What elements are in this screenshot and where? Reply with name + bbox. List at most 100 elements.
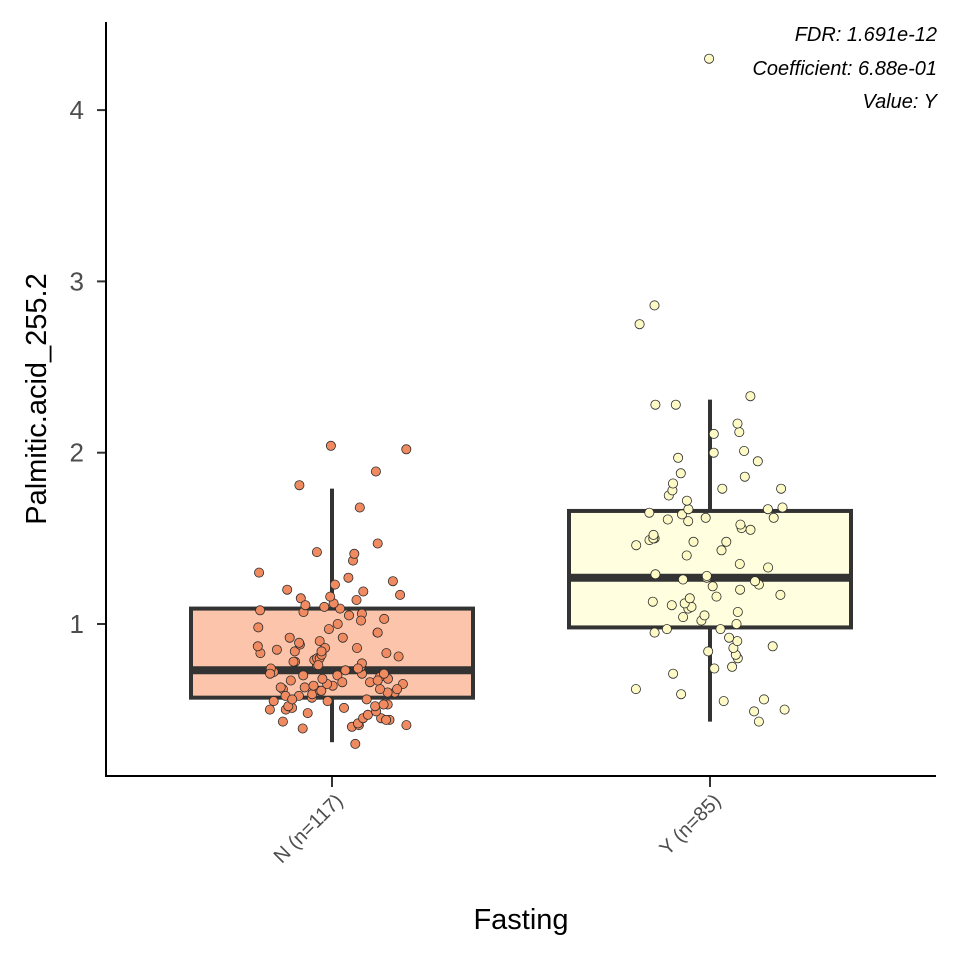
data-point — [749, 706, 760, 717]
box-fills — [191, 510, 851, 698]
data-point — [332, 670, 343, 681]
data-point — [372, 675, 383, 686]
annotation-coefficient: Coefficient: 6.88e-01 — [752, 58, 937, 80]
data-point — [711, 591, 722, 602]
data-point — [752, 456, 763, 467]
x-axis-title: Fasting — [473, 904, 568, 936]
data-point — [381, 648, 392, 659]
data-point — [308, 680, 319, 691]
data-point — [763, 562, 774, 573]
data-point — [724, 632, 735, 643]
data-point — [316, 646, 327, 657]
data-point — [329, 579, 340, 590]
data-point — [708, 428, 719, 439]
data-point — [343, 610, 354, 621]
data-point — [759, 694, 770, 705]
data-point — [361, 694, 372, 705]
data-point — [395, 589, 406, 600]
data-point — [650, 569, 661, 580]
annotation-fdr: FDR: 1.691e-12 — [795, 24, 937, 46]
data-point — [322, 696, 333, 707]
data-point — [776, 483, 787, 494]
data-point — [684, 593, 695, 604]
data-point — [699, 610, 710, 621]
data-point — [631, 540, 642, 551]
data-point — [721, 536, 732, 547]
data-point — [718, 696, 729, 707]
data-point — [378, 699, 389, 710]
data-point — [678, 574, 689, 585]
data-point — [676, 689, 687, 700]
data-point — [644, 507, 655, 518]
data-point — [668, 668, 679, 679]
data-point — [316, 685, 327, 696]
data-point — [271, 644, 282, 655]
data-point — [745, 524, 756, 535]
data-point — [634, 319, 645, 330]
data-point — [677, 509, 688, 520]
data-point — [349, 548, 360, 559]
data-point — [661, 624, 672, 635]
data-point — [745, 391, 756, 402]
data-point — [370, 466, 381, 477]
data-point — [668, 478, 679, 489]
data-point — [252, 641, 263, 652]
data-point — [381, 714, 392, 725]
data-point — [287, 694, 298, 705]
jitter-points — [252, 53, 790, 749]
data-point — [302, 708, 313, 719]
data-point — [401, 720, 412, 731]
data-point — [716, 545, 727, 556]
data-point — [343, 572, 354, 583]
data-point — [254, 567, 265, 578]
data-point — [650, 399, 661, 410]
data-point — [703, 646, 714, 657]
x-tick-label: Y (n=85) — [656, 790, 726, 860]
data-point — [683, 516, 694, 527]
data-point — [731, 619, 742, 630]
data-point — [372, 627, 383, 638]
y-tick-label: 2 — [70, 438, 84, 468]
data-point — [288, 656, 299, 667]
data-point — [735, 584, 746, 595]
data-point — [767, 641, 778, 652]
data-point — [294, 480, 305, 491]
data-point — [372, 538, 383, 549]
data-point — [351, 643, 362, 654]
data-point — [768, 512, 779, 523]
data-point — [735, 519, 746, 530]
data-point — [300, 600, 311, 611]
data-point — [649, 300, 660, 311]
data-point — [704, 53, 715, 64]
data-point — [264, 704, 275, 715]
data-point — [683, 504, 694, 515]
data-point — [277, 716, 288, 727]
data-point — [294, 637, 305, 648]
data-point — [332, 619, 343, 630]
data-point — [298, 670, 309, 681]
y-tick-label: 4 — [70, 95, 84, 125]
data-point — [670, 399, 681, 410]
data-point — [732, 418, 743, 429]
data-point — [323, 624, 334, 635]
data-point — [255, 605, 266, 616]
data-point — [378, 668, 389, 679]
data-point — [337, 677, 348, 688]
data-point — [762, 504, 773, 515]
data-point — [351, 595, 362, 606]
data-point — [275, 682, 286, 693]
data-point — [701, 571, 712, 582]
data-point — [289, 646, 300, 657]
data-point — [358, 586, 369, 597]
data-point — [338, 702, 349, 713]
data-point — [401, 444, 412, 455]
data-point — [393, 651, 404, 662]
data-point — [284, 632, 295, 643]
data-point — [649, 627, 660, 638]
y-axis-ticks: 1 2 3 4 — [70, 95, 106, 639]
data-point — [317, 673, 328, 684]
data-point — [379, 613, 390, 624]
data-point — [708, 447, 719, 458]
data-point — [675, 468, 686, 479]
